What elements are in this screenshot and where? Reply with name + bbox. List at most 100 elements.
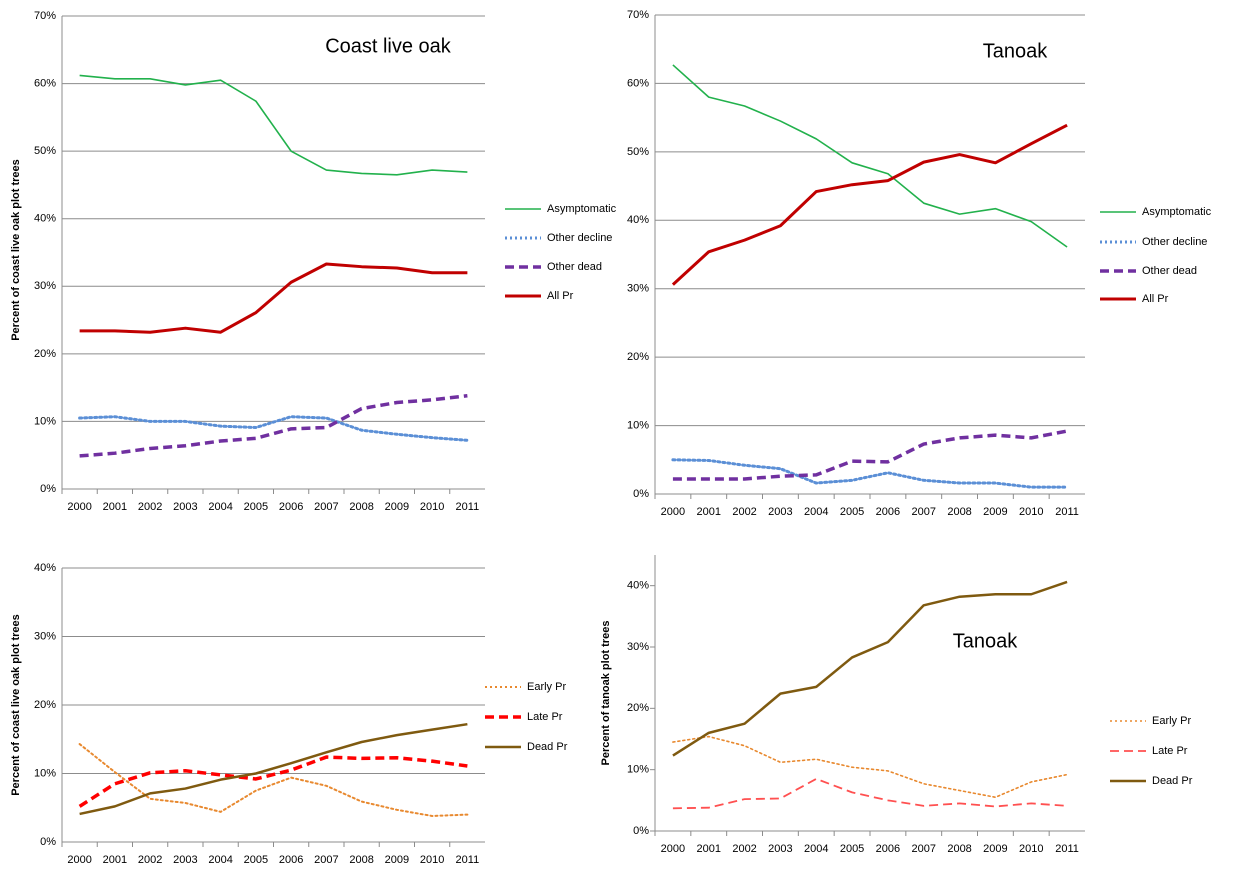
y-tick-label: 50% bbox=[627, 146, 649, 158]
title-box bbox=[950, 34, 1080, 70]
y-tick-label: 70% bbox=[627, 9, 649, 21]
x-tick-label: 2011 bbox=[1055, 843, 1079, 855]
x-tick-label: 2000 bbox=[661, 506, 685, 518]
x-tick-label: 2007 bbox=[912, 843, 936, 855]
x-tick-label: 2002 bbox=[138, 501, 162, 513]
y-tick-label: 10% bbox=[34, 415, 56, 427]
y-tick-label: 20% bbox=[34, 348, 56, 360]
y-tick-label: 40% bbox=[627, 580, 649, 592]
x-tick-label: 2004 bbox=[804, 843, 828, 855]
y-tick-label: 30% bbox=[627, 283, 649, 295]
x-tick-label: 2001 bbox=[697, 843, 721, 855]
x-tick-label: 2008 bbox=[349, 501, 373, 513]
y-tick-label: 0% bbox=[40, 483, 56, 495]
y-tick-label: 60% bbox=[627, 77, 649, 89]
y-tick-label: 10% bbox=[627, 764, 649, 776]
series-line bbox=[79, 722, 468, 816]
x-tick-label: 2006 bbox=[279, 501, 303, 513]
series-line bbox=[672, 735, 1068, 799]
legend-label: Other decline bbox=[1142, 236, 1207, 248]
x-tick-label: 2010 bbox=[420, 501, 444, 513]
series-line bbox=[79, 394, 468, 458]
x-tick-label: 2009 bbox=[385, 501, 409, 513]
chart: 0% 10% 20% 30% 40% 50% 60% 70% 2000 2001 2002 2003 2… bbox=[627, 9, 1212, 518]
x-tick-label: 2010 bbox=[1019, 843, 1043, 855]
x-tick-label: 2004 bbox=[208, 854, 232, 866]
y-tick-label: 0% bbox=[40, 836, 56, 848]
x-tick-label: 2007 bbox=[912, 506, 936, 518]
series-line bbox=[79, 262, 468, 334]
x-tick-label: 2009 bbox=[385, 854, 409, 866]
y-tick-label: 20% bbox=[627, 351, 649, 363]
x-tick-label: 2004 bbox=[804, 506, 828, 518]
series-line bbox=[671, 123, 1068, 286]
y-tick-label: 30% bbox=[34, 630, 56, 642]
x-tick-label: 2008 bbox=[947, 506, 971, 518]
y-tick-label: 30% bbox=[627, 641, 649, 653]
series-line bbox=[78, 415, 469, 442]
chart: 0% 10% 20% 30% 40% 2000 2001 2002 2003 2004 2005 20… bbox=[600, 555, 1193, 855]
x-tick-label: 2001 bbox=[697, 506, 721, 518]
y-tick-label: 10% bbox=[34, 767, 56, 779]
y-tick-label: 20% bbox=[34, 699, 56, 711]
y-tick-label: 40% bbox=[34, 562, 56, 574]
x-tick-label: 2011 bbox=[456, 854, 480, 866]
x-tick-label: 2006 bbox=[279, 854, 303, 866]
y-tick-label: 40% bbox=[627, 214, 649, 226]
y-tick-label: 0% bbox=[633, 488, 649, 500]
title-box bbox=[920, 624, 1050, 660]
x-tick-label: 2004 bbox=[208, 501, 232, 513]
legend-label: Late Pr bbox=[1152, 745, 1188, 757]
series-line bbox=[78, 755, 468, 808]
y-tick-label: 10% bbox=[627, 419, 649, 431]
legend-label: Early Pr bbox=[527, 681, 566, 693]
x-tick-label: 2007 bbox=[314, 501, 338, 513]
y-tick-label: 50% bbox=[34, 145, 56, 157]
series-line bbox=[79, 74, 468, 176]
y-tick-label: 30% bbox=[34, 280, 56, 292]
series-line bbox=[672, 429, 1068, 481]
legend-label: Dead Pr bbox=[1152, 775, 1193, 787]
legend-label: Other dead bbox=[547, 261, 602, 273]
x-tick-label: 2003 bbox=[173, 854, 197, 866]
x-tick-label: 2006 bbox=[876, 506, 900, 518]
x-tick-label: 2005 bbox=[244, 854, 268, 866]
legend-label: Asymptomatic bbox=[547, 203, 617, 215]
x-tick-label: 2003 bbox=[768, 843, 792, 855]
x-tick-label: 2001 bbox=[103, 501, 127, 513]
x-tick-label: 2011 bbox=[456, 501, 480, 513]
x-tick-label: 2002 bbox=[732, 506, 756, 518]
x-tick-label: 2000 bbox=[67, 854, 91, 866]
y-tick-label: 0% bbox=[633, 825, 649, 837]
series-line bbox=[671, 458, 1069, 489]
x-tick-label: 2009 bbox=[983, 506, 1007, 518]
x-tick-label: 2008 bbox=[349, 854, 373, 866]
y-axis-label: Percent of coast live oak plot trees bbox=[10, 614, 22, 796]
y-tick-label: 40% bbox=[34, 213, 56, 225]
y-axis-label: Percent of coast live oak plot trees bbox=[10, 159, 22, 341]
x-tick-label: 2005 bbox=[840, 843, 864, 855]
legend-label: All Pr bbox=[1142, 293, 1169, 305]
series-line bbox=[78, 743, 469, 817]
x-tick-label: 2010 bbox=[1019, 506, 1043, 518]
legend-label: Early Pr bbox=[1152, 715, 1191, 727]
chart: 0% 10% 20% 30% 40% 2000 2001 2002 2003 2004 2005 20… bbox=[10, 562, 568, 866]
legend-label: Other decline bbox=[547, 232, 612, 244]
x-tick-label: 2002 bbox=[138, 854, 162, 866]
x-tick-label: 2000 bbox=[661, 843, 685, 855]
x-tick-label: 2005 bbox=[244, 501, 268, 513]
legend-label: Late Pr bbox=[527, 711, 563, 723]
x-tick-label: 2010 bbox=[420, 854, 444, 866]
x-tick-label: 2011 bbox=[1055, 506, 1079, 518]
y-tick-label: 20% bbox=[627, 702, 649, 714]
legend-label: Dead Pr bbox=[527, 741, 568, 753]
y-tick-label: 60% bbox=[34, 77, 56, 89]
chart-title: Tanoak bbox=[953, 630, 1018, 652]
x-tick-label: 2006 bbox=[876, 843, 900, 855]
chart-title: Coast live oak bbox=[325, 35, 452, 57]
x-tick-label: 2002 bbox=[732, 843, 756, 855]
x-tick-label: 2000 bbox=[67, 501, 91, 513]
legend-label: All Pr bbox=[547, 290, 574, 302]
legend-label: Other dead bbox=[1142, 265, 1197, 277]
